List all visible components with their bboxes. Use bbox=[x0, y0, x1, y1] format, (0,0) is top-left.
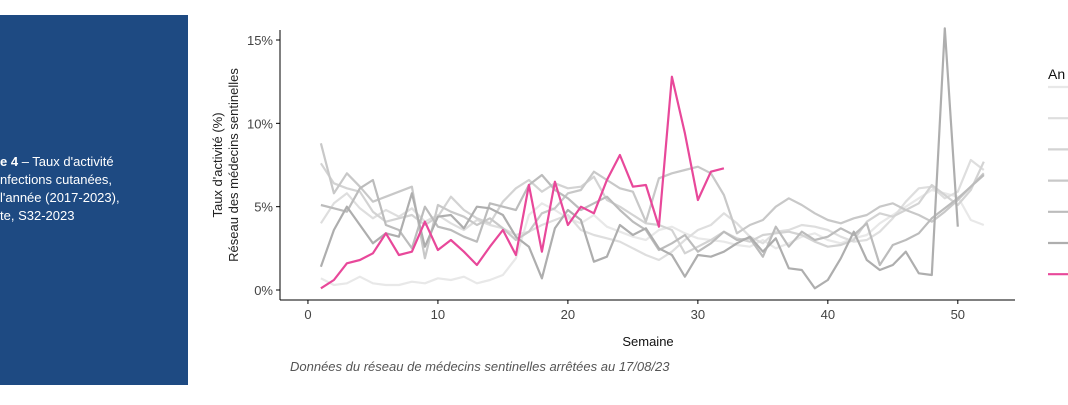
y-axis-label: Réseau des médecins sentinelles bbox=[226, 68, 241, 262]
panel-line: nfections cutanées, bbox=[0, 172, 112, 187]
x-axis-label: Semaine bbox=[622, 334, 673, 349]
series-line bbox=[319, 27, 959, 290]
series-line bbox=[319, 158, 985, 262]
x-tick-label: 20 bbox=[561, 307, 575, 322]
x-tick-label: 10 bbox=[431, 307, 445, 322]
panel-bold: e 4 bbox=[0, 154, 19, 169]
series-line bbox=[320, 188, 985, 287]
y-tick-label: 0% bbox=[254, 283, 273, 298]
caption: Données du réseau de médecins sentinelle… bbox=[290, 359, 670, 374]
y-axis-label: Taux d'activité (%) bbox=[210, 112, 225, 217]
x-tick-label: 40 bbox=[821, 307, 835, 322]
panel-line: te, S32-2023 bbox=[0, 208, 74, 223]
series-line bbox=[319, 161, 985, 255]
x-tick-label: 30 bbox=[691, 307, 705, 322]
panel-line: e 4 – Taux d'activité bbox=[0, 154, 114, 169]
panel-line: l'année (2017-2023), bbox=[0, 190, 120, 205]
side-panel bbox=[0, 15, 188, 385]
legend-title: An bbox=[1048, 66, 1065, 82]
series-line bbox=[320, 75, 725, 290]
y-tick-label: 5% bbox=[254, 200, 273, 215]
y-tick-label: 10% bbox=[247, 116, 273, 131]
x-tick-label: 50 bbox=[951, 307, 965, 322]
y-tick-label: 15% bbox=[247, 33, 273, 48]
panel-text: – Taux d'activité bbox=[22, 154, 114, 169]
x-tick-label: 0 bbox=[304, 307, 311, 322]
